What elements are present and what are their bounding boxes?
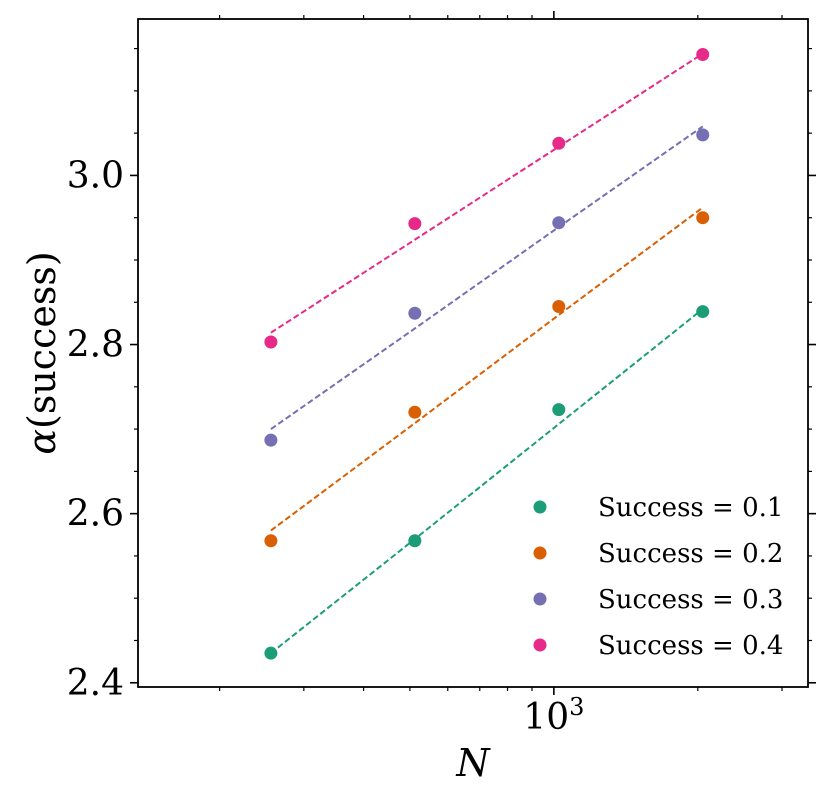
data-point-series-1 [552, 403, 566, 417]
fit-line-series-3 [270, 125, 704, 430]
data-point-series-1 [408, 534, 422, 548]
y-axis-label: α(success) [20, 251, 64, 454]
y-tick-label: 3.0 [67, 155, 124, 196]
legend-label-series-1: Success = 0.1 [598, 493, 783, 523]
data-point-series-2 [552, 299, 566, 313]
y-tick-label: 2.4 [67, 663, 124, 704]
fit-lines [270, 52, 704, 654]
data-point-series-2 [696, 211, 710, 225]
legend-marker-series-2 [533, 546, 547, 560]
y-tick-label: 2.6 [67, 494, 124, 535]
data-point-series-4 [408, 217, 422, 231]
y-tick-label: 2.8 [67, 325, 124, 366]
plot-area [137, 18, 809, 688]
fit-line-series-4 [270, 52, 704, 334]
data-point-series-4 [696, 48, 710, 62]
data-point-series-3 [264, 433, 278, 447]
x-axis: 103 [219, 11, 783, 738]
legend-label-series-3: Success = 0.3 [598, 585, 783, 615]
y-axis-label-symbol: α [20, 429, 64, 455]
data-point-series-4 [264, 335, 278, 349]
plot-frame [137, 18, 809, 688]
data-point-series-3 [408, 306, 422, 320]
data-point-series-3 [552, 216, 566, 230]
data-points [264, 48, 710, 660]
x-tick-label: 103 [523, 693, 584, 738]
x-tick-label-base: 10 [523, 697, 569, 738]
y-axis: 2.4 2.6 2.8 3.0 [67, 47, 816, 704]
data-point-series-4 [552, 136, 566, 150]
data-point-series-1 [696, 305, 710, 319]
data-point-series-2 [264, 534, 278, 548]
data-point-series-1 [264, 646, 278, 660]
fit-line-series-1 [270, 308, 704, 654]
legend-label-series-4: Success = 0.4 [598, 631, 783, 661]
x-tick-label-exponent: 3 [569, 693, 584, 721]
x-axis-label: N [455, 741, 491, 785]
legend: Success = 0.1 Success = 0.2 Success = 0.3 S… [533, 493, 783, 661]
data-point-series-3 [696, 128, 710, 142]
y-axis-label-text: (success) [20, 251, 64, 429]
legend-marker-series-3 [533, 592, 547, 606]
data-point-series-2 [408, 405, 422, 419]
legend-marker-series-4 [533, 638, 547, 652]
legend-label-series-2: Success = 0.2 [598, 539, 783, 569]
legend-marker-series-1 [533, 500, 547, 514]
